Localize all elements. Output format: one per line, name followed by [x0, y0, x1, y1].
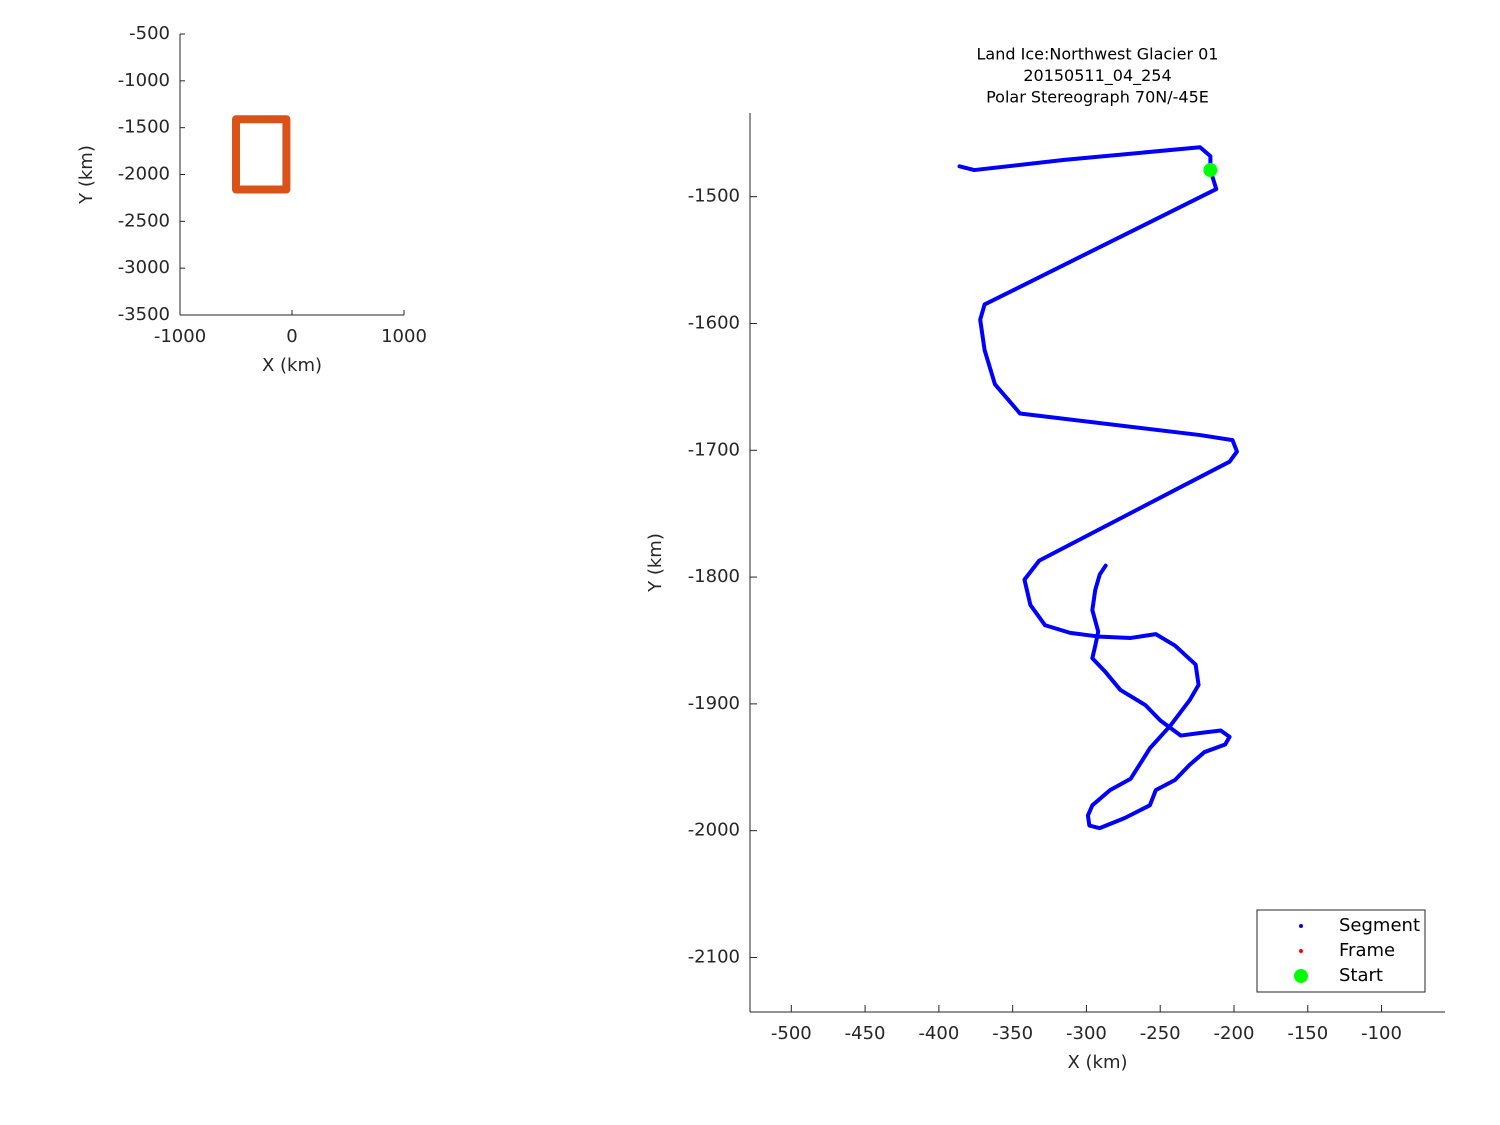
y-axis-label: Y (km) — [645, 533, 666, 593]
y-tick-label: -1600 — [688, 312, 740, 333]
marker — [1203, 163, 1218, 178]
x-tick-label: -300 — [1066, 1023, 1107, 1044]
x-tick-label: -350 — [992, 1023, 1033, 1044]
legend-box — [1256, 909, 1426, 993]
x-tick-label: -150 — [1287, 1023, 1328, 1044]
y-tick-label: -3500 — [118, 304, 170, 325]
x-tick-label: -450 — [845, 1023, 886, 1044]
chart-title: 20150511_04_254 — [1023, 66, 1171, 86]
y-tick-label: -2000 — [118, 164, 170, 185]
x-tick-label: 1000 — [381, 326, 427, 347]
x-tick-label: 0 — [286, 326, 297, 347]
y-tick-label: -1500 — [118, 117, 170, 138]
legend-label: Segment — [1339, 915, 1420, 936]
y-axis-label: Y (km) — [76, 145, 97, 205]
x-tick-label: -500 — [771, 1023, 812, 1044]
y-tick-label: -1900 — [688, 693, 740, 714]
track-line — [232, 115, 291, 194]
y-tick-label: -2000 — [688, 820, 740, 841]
track-line — [957, 145, 1239, 831]
y-tick-label: -2100 — [688, 946, 740, 967]
y-tick-label: -1500 — [688, 186, 740, 207]
y-tick-label: -2500 — [118, 210, 170, 231]
chart-title: Land Ice:Northwest Glacier 01 — [977, 45, 1219, 64]
y-tick-label: -3000 — [118, 257, 170, 278]
y-tick-label: -1700 — [688, 439, 740, 460]
legend-marker — [1299, 949, 1303, 953]
x-tick-label: -200 — [1214, 1023, 1255, 1044]
legend-label: Frame — [1339, 940, 1395, 961]
x-tick-label: -1000 — [154, 326, 206, 347]
chart-title: Polar Stereograph 70N/-45E — [986, 88, 1209, 107]
x-tick-label: -400 — [918, 1023, 959, 1044]
x-axis-label: X (km) — [1067, 1052, 1127, 1073]
x-axis-label: X (km) — [262, 355, 322, 376]
y-tick-label: -1000 — [118, 70, 170, 91]
legend-marker — [1299, 924, 1303, 928]
x-tick-label: -100 — [1361, 1023, 1402, 1044]
y-tick-label: -500 — [129, 23, 170, 44]
x-tick-label: -250 — [1140, 1023, 1181, 1044]
legend-marker — [1294, 969, 1308, 983]
legend-label: Start — [1339, 965, 1383, 986]
y-tick-label: -1800 — [688, 566, 740, 587]
